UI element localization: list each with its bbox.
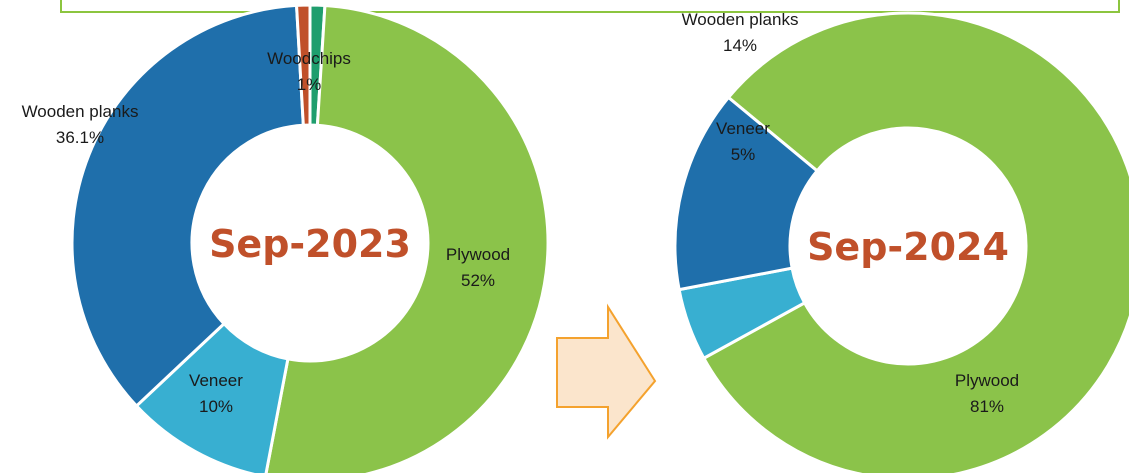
slice-value-label: 10% xyxy=(199,397,233,416)
slice-wooden-planks xyxy=(70,3,305,409)
slice-label-plywood: Plywood 81% xyxy=(955,371,1019,416)
slice-label-wooden-planks: Wooden planks 36.1% xyxy=(22,102,139,147)
center-date-label: Sep-2023 xyxy=(209,222,411,266)
slice-other xyxy=(294,3,312,127)
slice-wooden-planks xyxy=(673,95,820,292)
slice-category-label: Plywood xyxy=(446,245,510,264)
slice-category-label: Veneer xyxy=(716,119,770,138)
center-date-label: Sep-2024 xyxy=(807,225,1009,269)
slice-category-label: Wooden planks xyxy=(682,10,799,29)
slice-value-label: 5% xyxy=(731,145,756,164)
slice-category-label: Woodchips xyxy=(267,49,351,68)
slice-category-label: Wooden planks xyxy=(22,102,139,121)
slice-value-label: 81% xyxy=(970,397,1004,416)
slice-plywood xyxy=(264,3,550,473)
slice-label-wooden-planks: Wooden planks 14% xyxy=(682,10,799,55)
slice-label-veneer: Veneer 10% xyxy=(189,371,243,416)
transition-arrow-icon xyxy=(556,303,657,440)
slice-category-label: Plywood xyxy=(955,371,1019,390)
slice-label-veneer: Veneer 5% xyxy=(716,119,770,164)
donut-chart-2: Plywood 81% Veneer 5% Wooden planks 14% Sep-20… xyxy=(673,10,1129,473)
slice-value-label: 36.1% xyxy=(56,128,104,147)
slice-category-label: Veneer xyxy=(189,371,243,390)
top-frame-rule xyxy=(60,0,1120,13)
slice-value-label: 52% xyxy=(461,271,495,290)
slice-value-label: 14% xyxy=(723,36,757,55)
donut-chart-1: Woodchips 1% Plywood 52% Veneer 10% Wooden pla… xyxy=(22,3,550,473)
slice-label-woodchips: Woodchips 1% xyxy=(267,49,351,94)
slice-plywood xyxy=(701,11,1129,473)
slice-label-plywood: Plywood 52% xyxy=(446,245,510,290)
slice-value-label: 1% xyxy=(297,75,322,94)
